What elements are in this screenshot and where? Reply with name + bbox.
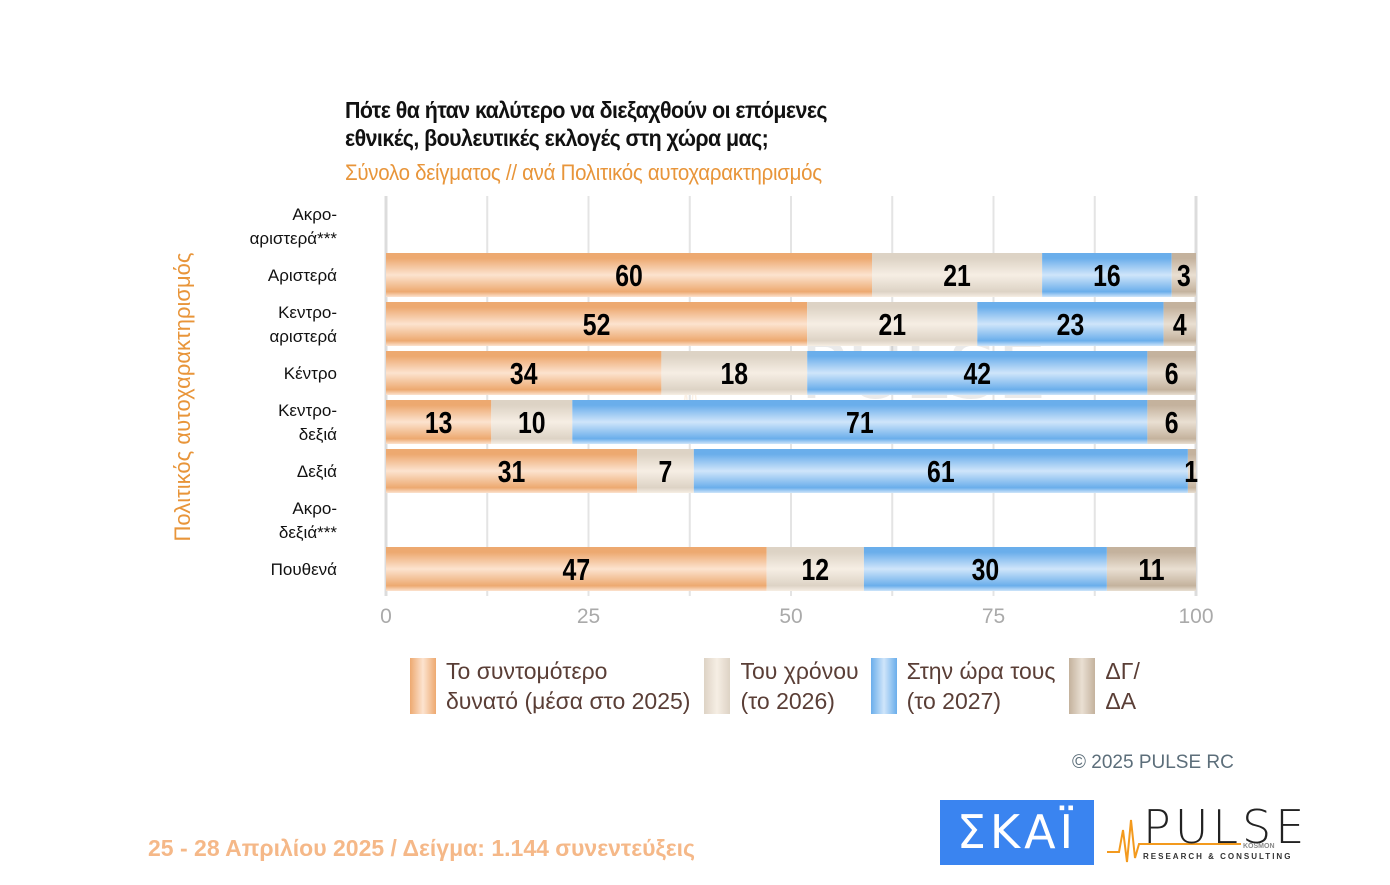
legend-item: ΔΓ/ ΔΑ: [1069, 656, 1140, 716]
value-label: 42: [964, 356, 992, 390]
bar-segment: [386, 351, 662, 395]
legend-swatch: [1069, 658, 1096, 714]
pulse-wave-icon: [1107, 819, 1145, 863]
pulse-logo-kosmon: KOSMON: [1243, 843, 1275, 850]
bar-segment: [1171, 253, 1196, 297]
legend-item: Του χρόνου (το 2026): [704, 656, 859, 716]
x-tick-label: 75: [982, 605, 1005, 628]
value-label: 6: [1165, 356, 1179, 390]
bar-segment: [1163, 302, 1196, 346]
pulse-logo-sub: RESEARCH & CONSULTING: [1143, 852, 1293, 861]
value-label: 71: [846, 405, 874, 439]
value-label: 3: [1177, 258, 1191, 292]
legend-label: Το συντομότερο δυνατό (μέσα στο 2025): [446, 658, 691, 714]
bar-segment: [1187, 449, 1196, 493]
bar-segment: [386, 547, 767, 591]
chart-title-line2: εθνικές, βουλευτικές εκλογές στη χώρα μα…: [345, 125, 769, 151]
bar-segment: [386, 302, 808, 346]
category-label: Ακρο-δεξιά***: [279, 499, 337, 542]
bar-segment: [637, 449, 694, 493]
chart-title-line1: Πότε θα ήταν καλύτερο να διεξαχθούν οι ε…: [345, 97, 828, 123]
legend-label: ΔΓ/ ΔΑ: [1105, 658, 1140, 714]
x-tick-label: 100: [1178, 605, 1213, 628]
value-labels: 60 21 16 3 52 21 23 4 34 18 42 6 13 10 71 6 31 7 61 1 47 12 30…: [425, 258, 1198, 586]
value-label: 1: [1184, 454, 1198, 488]
bar-segment: [1042, 253, 1172, 297]
value-label: 10: [518, 405, 546, 439]
value-label: 18: [721, 356, 749, 390]
value-label: 11: [1138, 552, 1164, 586]
value-label: 31: [498, 454, 526, 488]
category-label: Αριστερά: [268, 266, 337, 285]
bar-segment: [693, 449, 1188, 493]
legend-item: Στην ώρα τους (το 2027): [870, 656, 1056, 716]
value-label: 4: [1173, 307, 1187, 341]
category-label: Ακρο-αριστερά***: [250, 205, 338, 248]
bar-segment: [977, 302, 1164, 346]
bar-segment: [807, 351, 1148, 395]
legend-swatch: [410, 658, 436, 714]
legend-item: Το συντομότερο δυνατό (μέσα στο 2025): [410, 656, 690, 716]
bar-segment: [491, 400, 573, 444]
bar-segment: [872, 253, 1043, 297]
bar-segment: [386, 253, 872, 297]
value-label: 16: [1093, 258, 1121, 292]
value-label: 52: [583, 307, 611, 341]
x-tick-label: 50: [779, 605, 802, 628]
value-label: 47: [563, 552, 591, 586]
legend: Το συντομότερο δυνατό (μέσα στο 2025) Το…: [410, 656, 1154, 716]
legend-label: Του χρόνου (το 2026): [740, 658, 859, 714]
category-label: Δεξιά: [297, 462, 337, 481]
value-label: 21: [943, 258, 971, 292]
bar-segment: [1106, 547, 1196, 591]
bar-segment: [386, 449, 638, 493]
fieldwork-footer: 25 - 28 Απριλίου 2025 / Δείγμα: 1.144 συ…: [148, 835, 696, 861]
category-labels: Ακρο-αριστερά*** Αριστερά Κεντρο-αριστερά Κ…: [250, 205, 338, 579]
bar-segment: [1147, 400, 1196, 444]
legend-swatch: [704, 658, 731, 714]
category-label: Κέντρο: [284, 364, 337, 383]
pulse-underline: [1141, 843, 1241, 845]
bar-segment: [766, 547, 864, 591]
value-label: 13: [425, 405, 453, 439]
category-label: Πουθενά: [271, 560, 338, 579]
value-label: 12: [802, 552, 830, 586]
value-label: 61: [927, 454, 955, 488]
value-label: 60: [615, 258, 643, 292]
value-label: 34: [510, 356, 538, 390]
copyright-notice: © 2025 PULSE RC: [1072, 752, 1234, 773]
legend-label: Στην ώρα τους (το 2027): [906, 658, 1056, 714]
value-label: 6: [1165, 405, 1179, 439]
legend-swatch: [870, 658, 897, 714]
value-label: 23: [1057, 307, 1085, 341]
skai-logo: ΣΚΑΪ: [940, 800, 1094, 865]
bar-segment: [386, 400, 492, 444]
x-tick-label: 0: [380, 605, 392, 628]
x-tick-label: 25: [577, 605, 600, 628]
pulse-logo: PULSE KOSMON RESEARCH & CONSULTING: [1105, 800, 1304, 870]
value-label: 21: [878, 307, 906, 341]
x-tick-labels: 0 25 50 75 100: [380, 605, 1213, 628]
value-label: 7: [659, 454, 673, 488]
bar-segment: [1147, 351, 1196, 395]
bar-segment: [661, 351, 808, 395]
value-label: 30: [972, 552, 1000, 586]
chart-subtitle: Σύνολο δείγματος // ανά Πολιτικός αυτοχα…: [345, 160, 822, 185]
bar-segment: [807, 302, 978, 346]
chart-title: Πότε θα ήταν καλύτερο να διεξαχθούν οι ε…: [345, 96, 828, 152]
bar-segment: [572, 400, 1148, 444]
pulse-logo-word: PULSE: [1143, 800, 1309, 854]
bar-segment: [863, 547, 1107, 591]
category-label: Κεντρο-δεξιά: [278, 401, 337, 444]
category-label: Κεντρο-αριστερά: [269, 303, 337, 346]
bars: [386, 253, 1196, 591]
